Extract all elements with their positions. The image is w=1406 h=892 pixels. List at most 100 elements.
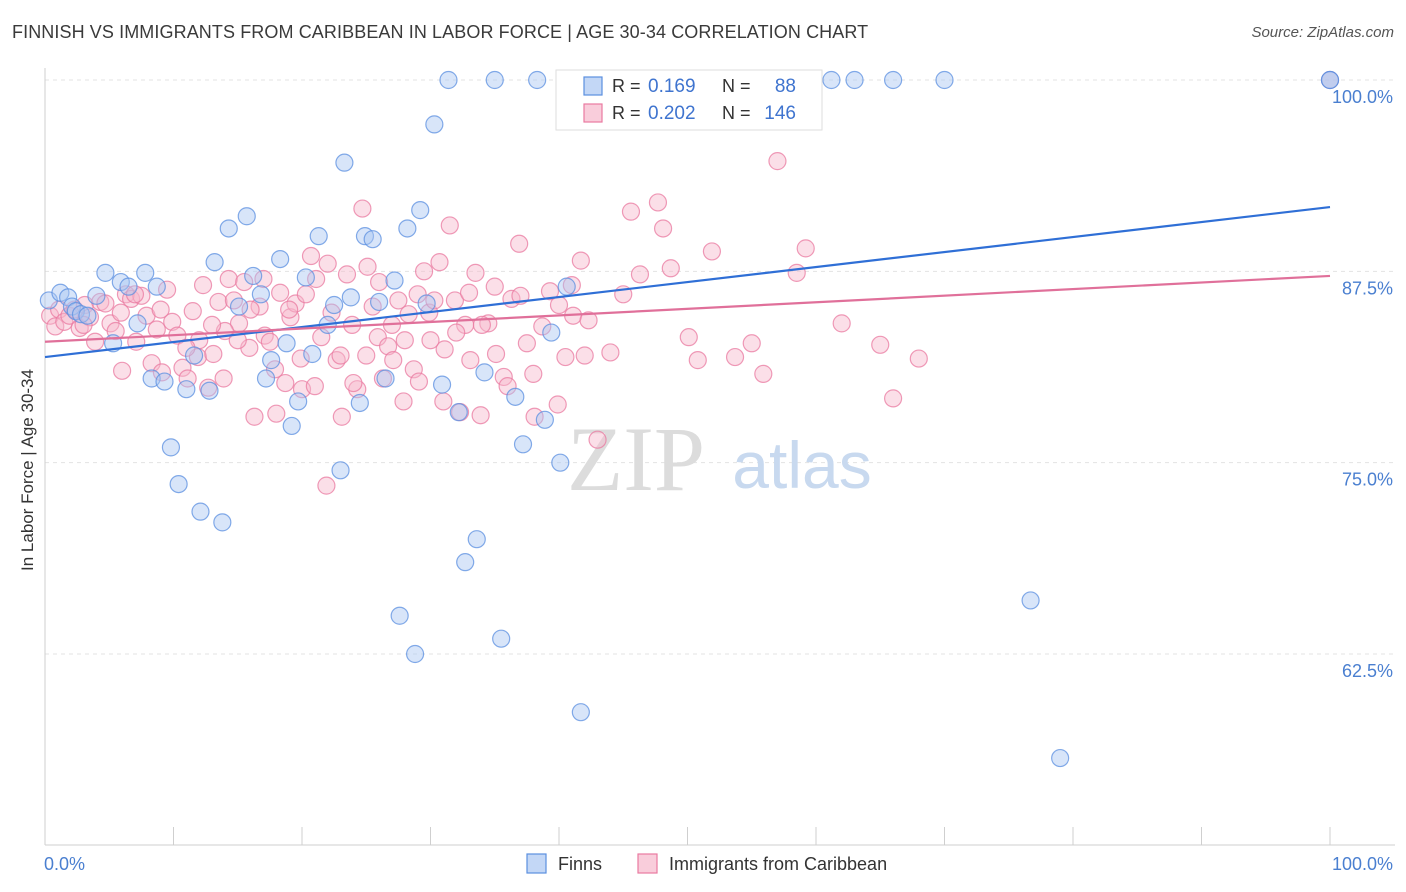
point-caribbean-35 — [219, 269, 238, 289]
point-finns-26 — [229, 297, 249, 316]
legend-label-0: Finns — [558, 854, 602, 874]
point-caribbean-82 — [461, 351, 480, 370]
point-caribbean-123 — [459, 283, 479, 302]
legend-label-1: Immigrants from Caribbean — [669, 854, 887, 874]
point-finns-57 — [439, 70, 458, 90]
point-caribbean-109 — [725, 347, 745, 367]
point-caribbean-40 — [245, 407, 264, 426]
point-caribbean-38 — [235, 272, 254, 292]
watermark-zip: ZIP — [567, 408, 705, 510]
stats-r-label-0: R = — [612, 76, 641, 96]
point-finns-17 — [161, 438, 181, 457]
chart-title: FINNISH VS IMMIGRANTS FROM CARIBBEAN IN … — [12, 22, 869, 42]
point-caribbean-154 — [395, 331, 414, 350]
point-finns-87 — [1320, 70, 1340, 90]
point-finns-80 — [822, 70, 841, 90]
point-caribbean-43 — [260, 332, 279, 351]
point-caribbean-66 — [378, 337, 398, 356]
point-caribbean-118 — [909, 349, 928, 368]
point-caribbean-31 — [199, 378, 218, 397]
point-finns-81 — [845, 70, 864, 90]
point-finns-18 — [169, 474, 188, 494]
point-caribbean-92 — [533, 317, 552, 336]
point-finns-40 — [325, 295, 344, 315]
point-finns-15 — [147, 277, 166, 296]
point-finns-30 — [256, 369, 276, 388]
point-finns-20 — [184, 346, 204, 365]
point-caribbean-93 — [540, 282, 560, 301]
point-caribbean-89 — [510, 234, 529, 253]
point-finns-51 — [398, 219, 417, 238]
point-finns-62 — [485, 70, 504, 90]
point-finns-60 — [467, 530, 486, 549]
gridlines — [45, 79, 1395, 655]
point-finns-69 — [551, 453, 570, 472]
point-finns-28 — [244, 266, 263, 286]
point-caribbean-20 — [142, 354, 161, 373]
point-caribbean-77 — [435, 340, 454, 359]
point-caribbean-49 — [291, 349, 310, 368]
point-caribbean-62 — [358, 257, 377, 276]
point-caribbean-142 — [177, 338, 196, 357]
point-caribbean-114 — [796, 239, 815, 258]
point-caribbean-47 — [281, 308, 300, 327]
point-caribbean-76 — [430, 253, 449, 272]
point-caribbean-94 — [548, 395, 567, 414]
stats-swatch-0 — [583, 76, 603, 96]
point-finns-31 — [262, 351, 281, 370]
point-caribbean-23 — [157, 280, 177, 299]
point-caribbean-116 — [871, 335, 890, 354]
point-finns-53 — [411, 201, 430, 220]
point-finns-68 — [542, 323, 561, 342]
point-caribbean-54 — [317, 476, 336, 495]
stats-r-value-1: 0.202 — [648, 103, 696, 124]
trend-line-finns — [44, 205, 1331, 359]
point-caribbean-124 — [549, 295, 569, 315]
point-finns-65 — [513, 435, 533, 454]
point-caribbean-112 — [768, 152, 787, 171]
point-finns-35 — [289, 392, 308, 411]
point-finns-36 — [296, 268, 315, 287]
point-caribbean-136 — [434, 392, 453, 411]
point-finns-50 — [390, 606, 409, 625]
point-caribbean-125 — [151, 300, 170, 319]
point-caribbean-21 — [147, 320, 166, 339]
point-caribbean-133 — [344, 373, 363, 393]
y-axis-label: In Labor Force | Age 30-34 — [18, 369, 37, 571]
watermark: ZIP atlas — [567, 408, 872, 510]
point-finns-44 — [350, 393, 369, 413]
point-finns-22 — [200, 381, 219, 400]
x-tick-label-0: 0.0% — [44, 854, 85, 874]
point-finns-6 — [78, 306, 97, 325]
point-finns-42 — [335, 153, 354, 172]
point-finns-23 — [205, 253, 224, 272]
point-caribbean-33 — [209, 292, 228, 312]
point-caribbean-99 — [588, 430, 607, 449]
point-finns-7 — [87, 286, 106, 305]
point-caribbean-103 — [648, 193, 668, 212]
point-caribbean-28 — [183, 302, 202, 321]
point-finns-21 — [191, 502, 210, 521]
point-caribbean-95 — [556, 347, 575, 367]
point-caribbean-132 — [267, 404, 286, 423]
y-tick-label-2: 75.0% — [1342, 470, 1393, 490]
point-finns-27 — [237, 207, 256, 226]
point-finns-83 — [935, 70, 954, 90]
point-caribbean-30 — [193, 276, 213, 295]
y-tick-label-3: 62.5% — [1342, 661, 1393, 681]
point-finns-82 — [883, 70, 903, 90]
point-caribbean-69 — [394, 392, 413, 411]
point-finns-59 — [456, 553, 475, 572]
point-finns-4 — [66, 302, 85, 321]
point-finns-71 — [571, 703, 590, 722]
point-finns-5 — [71, 305, 91, 324]
point-caribbean-128 — [421, 331, 440, 350]
point-caribbean-110 — [742, 334, 761, 353]
stats-n-value-0: 88 — [775, 76, 796, 97]
point-caribbean-105 — [661, 259, 680, 278]
point-finns-85 — [1051, 748, 1070, 768]
y-tick-label-0: 100.0% — [1332, 87, 1393, 107]
y-tick-label-1: 87.5% — [1342, 278, 1393, 298]
point-finns-46 — [363, 230, 382, 249]
